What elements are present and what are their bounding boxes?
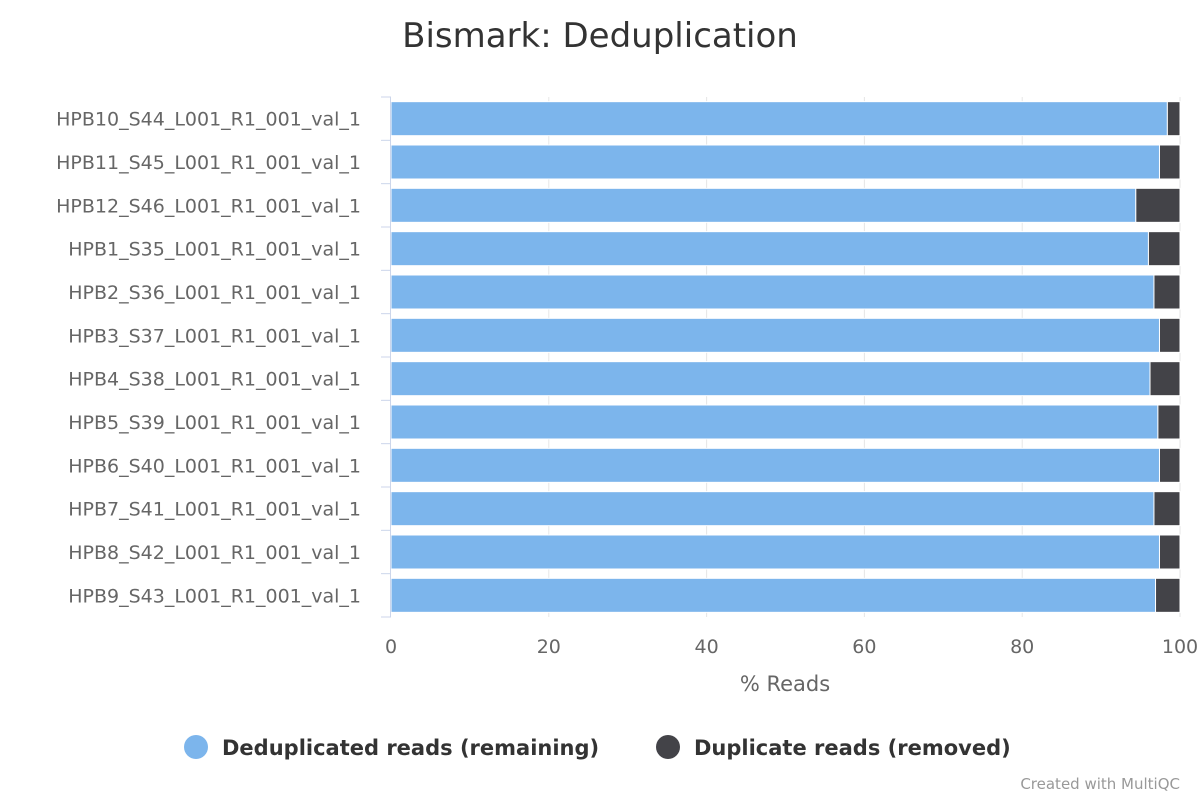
- legend-marker-duplicate[interactable]: [656, 735, 680, 759]
- deduplicated-bar[interactable]: [390, 317, 1160, 353]
- category-label: HPB5_S39_L001_R1_001_val_1: [68, 412, 361, 434]
- legend-label-deduplicated[interactable]: Deduplicated reads (remaining): [222, 736, 599, 760]
- duplicate-bar[interactable]: [1158, 534, 1181, 570]
- deduplicated-bar[interactable]: [390, 447, 1160, 483]
- duplicate-bar[interactable]: [1166, 101, 1181, 137]
- axes: 0 20 40 60 80 100 HPB10_S44_L001_R1_001_val_1 H…: [56, 96, 1198, 658]
- category-label: HPB11_S45_L001_R1_001_val_1: [56, 152, 361, 174]
- category-label: HPB9_S43_L001_R1_001_val_1: [68, 585, 361, 607]
- deduplicated-bar[interactable]: [390, 231, 1149, 267]
- x-tick-label: 0: [385, 636, 397, 658]
- legend[interactable]: Deduplicated reads (remaining) Duplicate …: [184, 735, 1011, 760]
- grid-lines: [548, 97, 1181, 617]
- category-label: HPB10_S44_L001_R1_001_val_1: [56, 109, 361, 131]
- chart-title: Bismark: Deduplication: [402, 16, 798, 56]
- duplicate-bar[interactable]: [1155, 577, 1181, 613]
- category-label: HPB12_S46_L001_R1_001_val_1: [56, 195, 361, 217]
- category-label: HPB2_S36_L001_R1_001_val_1: [68, 282, 361, 304]
- duplicate-bar[interactable]: [1157, 404, 1181, 440]
- x-axis-title: % Reads: [740, 672, 830, 696]
- credit-text[interactable]: Created with MultiQC: [1020, 775, 1180, 793]
- legend-label-duplicate[interactable]: Duplicate reads (removed): [694, 736, 1011, 760]
- category-label: HPB1_S35_L001_R1_001_val_1: [68, 239, 361, 261]
- x-tick-label: 80: [1010, 636, 1034, 658]
- deduplicated-bar[interactable]: [390, 187, 1137, 223]
- duplicate-bar[interactable]: [1158, 144, 1181, 180]
- deduplicated-bar[interactable]: [390, 491, 1155, 527]
- deduplicated-bar[interactable]: [390, 274, 1155, 310]
- x-tick-label: 60: [852, 636, 876, 658]
- category-label: HPB3_S37_L001_R1_001_val_1: [68, 325, 361, 347]
- x-tick-label: 20: [537, 636, 561, 658]
- x-tick-label: 40: [695, 636, 719, 658]
- category-label: HPB6_S40_L001_R1_001_val_1: [68, 455, 361, 477]
- legend-marker-deduplicated[interactable]: [184, 735, 208, 759]
- duplicate-bar[interactable]: [1135, 187, 1181, 223]
- bar-series[interactable]: [390, 101, 1181, 613]
- duplicate-bar[interactable]: [1149, 361, 1181, 397]
- x-tick-label: 100: [1162, 636, 1198, 658]
- category-label: HPB4_S38_L001_R1_001_val_1: [68, 369, 361, 391]
- deduplicated-bar[interactable]: [390, 534, 1160, 570]
- deduplicated-bar[interactable]: [390, 101, 1168, 137]
- category-label: HPB7_S41_L001_R1_001_val_1: [68, 499, 361, 521]
- duplicate-bar[interactable]: [1153, 274, 1181, 310]
- deduplicated-bar[interactable]: [390, 404, 1159, 440]
- category-label: HPB8_S42_L001_R1_001_val_1: [68, 542, 361, 564]
- duplicate-bar[interactable]: [1147, 231, 1181, 267]
- deduplicated-bar[interactable]: [390, 577, 1157, 613]
- duplicate-bar[interactable]: [1158, 317, 1181, 353]
- duplicate-bar[interactable]: [1158, 447, 1181, 483]
- duplicate-bar[interactable]: [1153, 491, 1181, 527]
- deduplicated-bar[interactable]: [390, 144, 1160, 180]
- deduplicated-bar[interactable]: [390, 361, 1151, 397]
